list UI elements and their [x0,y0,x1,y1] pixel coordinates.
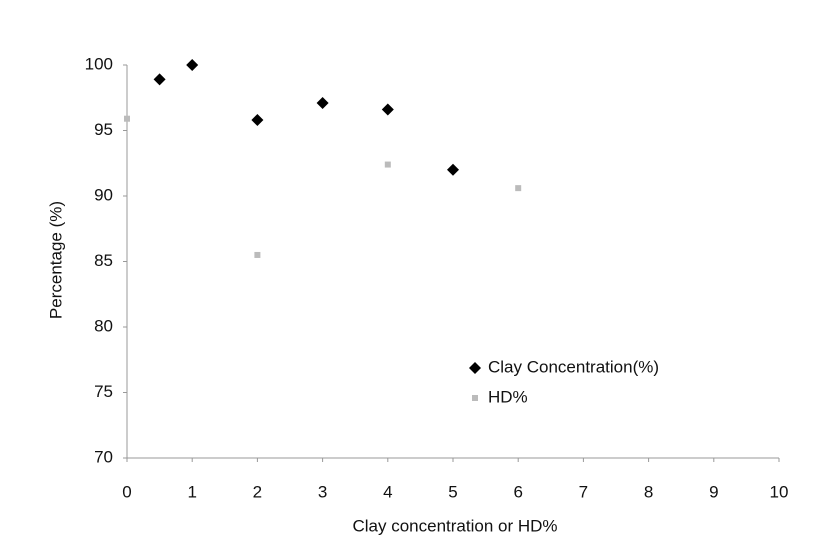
y-tick-label: 90 [94,185,113,204]
x-tick-label: 2 [253,482,262,501]
x-tick-label: 5 [448,482,457,501]
x-tick-label: 8 [644,482,653,501]
legend-label: HD% [488,387,528,406]
x-tick-label: 0 [122,482,131,501]
legend-marker [469,362,481,374]
data-point [153,73,166,86]
y-tick-label: 70 [94,447,113,466]
legend-label: Clay Concentration(%) [488,357,659,376]
x-tick-label: 10 [770,482,789,501]
x-tick-label: 4 [383,482,392,501]
y-axis-label: Percentage (%) [46,201,65,319]
x-tick-label: 7 [579,482,588,501]
legend-marker [472,395,478,401]
y-tick-label: 95 [94,120,113,139]
data-point [447,163,459,176]
y-tick-label: 80 [94,316,113,335]
data-point [316,96,329,109]
data-point [381,103,394,116]
x-tick-label: 6 [513,482,522,501]
x-axis-label: Clay concentration or HD% [352,516,557,535]
data-point [384,161,391,168]
data-point [124,115,130,122]
x-tick-label: 9 [709,482,718,501]
data-point [254,251,261,258]
data-point [515,185,522,192]
y-tick-label: 100 [85,54,113,73]
y-tick-label: 75 [94,382,113,401]
data-point [186,59,199,71]
x-tick-label: 3 [318,482,327,501]
data-point [251,114,264,127]
x-tick-label: 1 [187,482,196,501]
y-tick-label: 85 [94,251,113,270]
